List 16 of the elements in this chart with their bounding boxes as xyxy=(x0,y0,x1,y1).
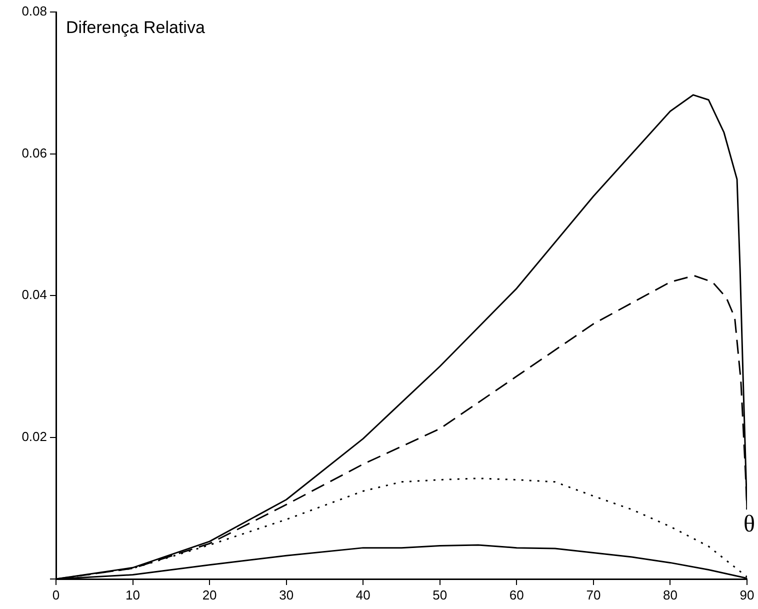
y-tick-label: 0.02 xyxy=(22,428,47,444)
x-tick-label: 10 xyxy=(126,587,140,602)
x-tick-label: 70 xyxy=(586,587,601,602)
y-tick-label: 0.06 xyxy=(22,145,47,160)
x-tick-label: 50 xyxy=(432,587,448,602)
x-axis-title: θ xyxy=(744,511,755,538)
y-tick-label: 0.04 xyxy=(22,287,47,302)
x-tick-label: 90 xyxy=(740,587,754,602)
x-tick-label: 80 xyxy=(662,587,678,602)
y-axis-title: Diferença Relativa xyxy=(66,18,206,38)
y-tick-label: 0.08 xyxy=(22,4,47,19)
x-tick-label: 40 xyxy=(356,587,370,602)
x-tick-label: 30 xyxy=(279,587,294,602)
x-tick-label: 20 xyxy=(202,587,217,602)
x-tick-label: 60 xyxy=(509,587,524,602)
x-tick-label: 0 xyxy=(52,587,60,602)
